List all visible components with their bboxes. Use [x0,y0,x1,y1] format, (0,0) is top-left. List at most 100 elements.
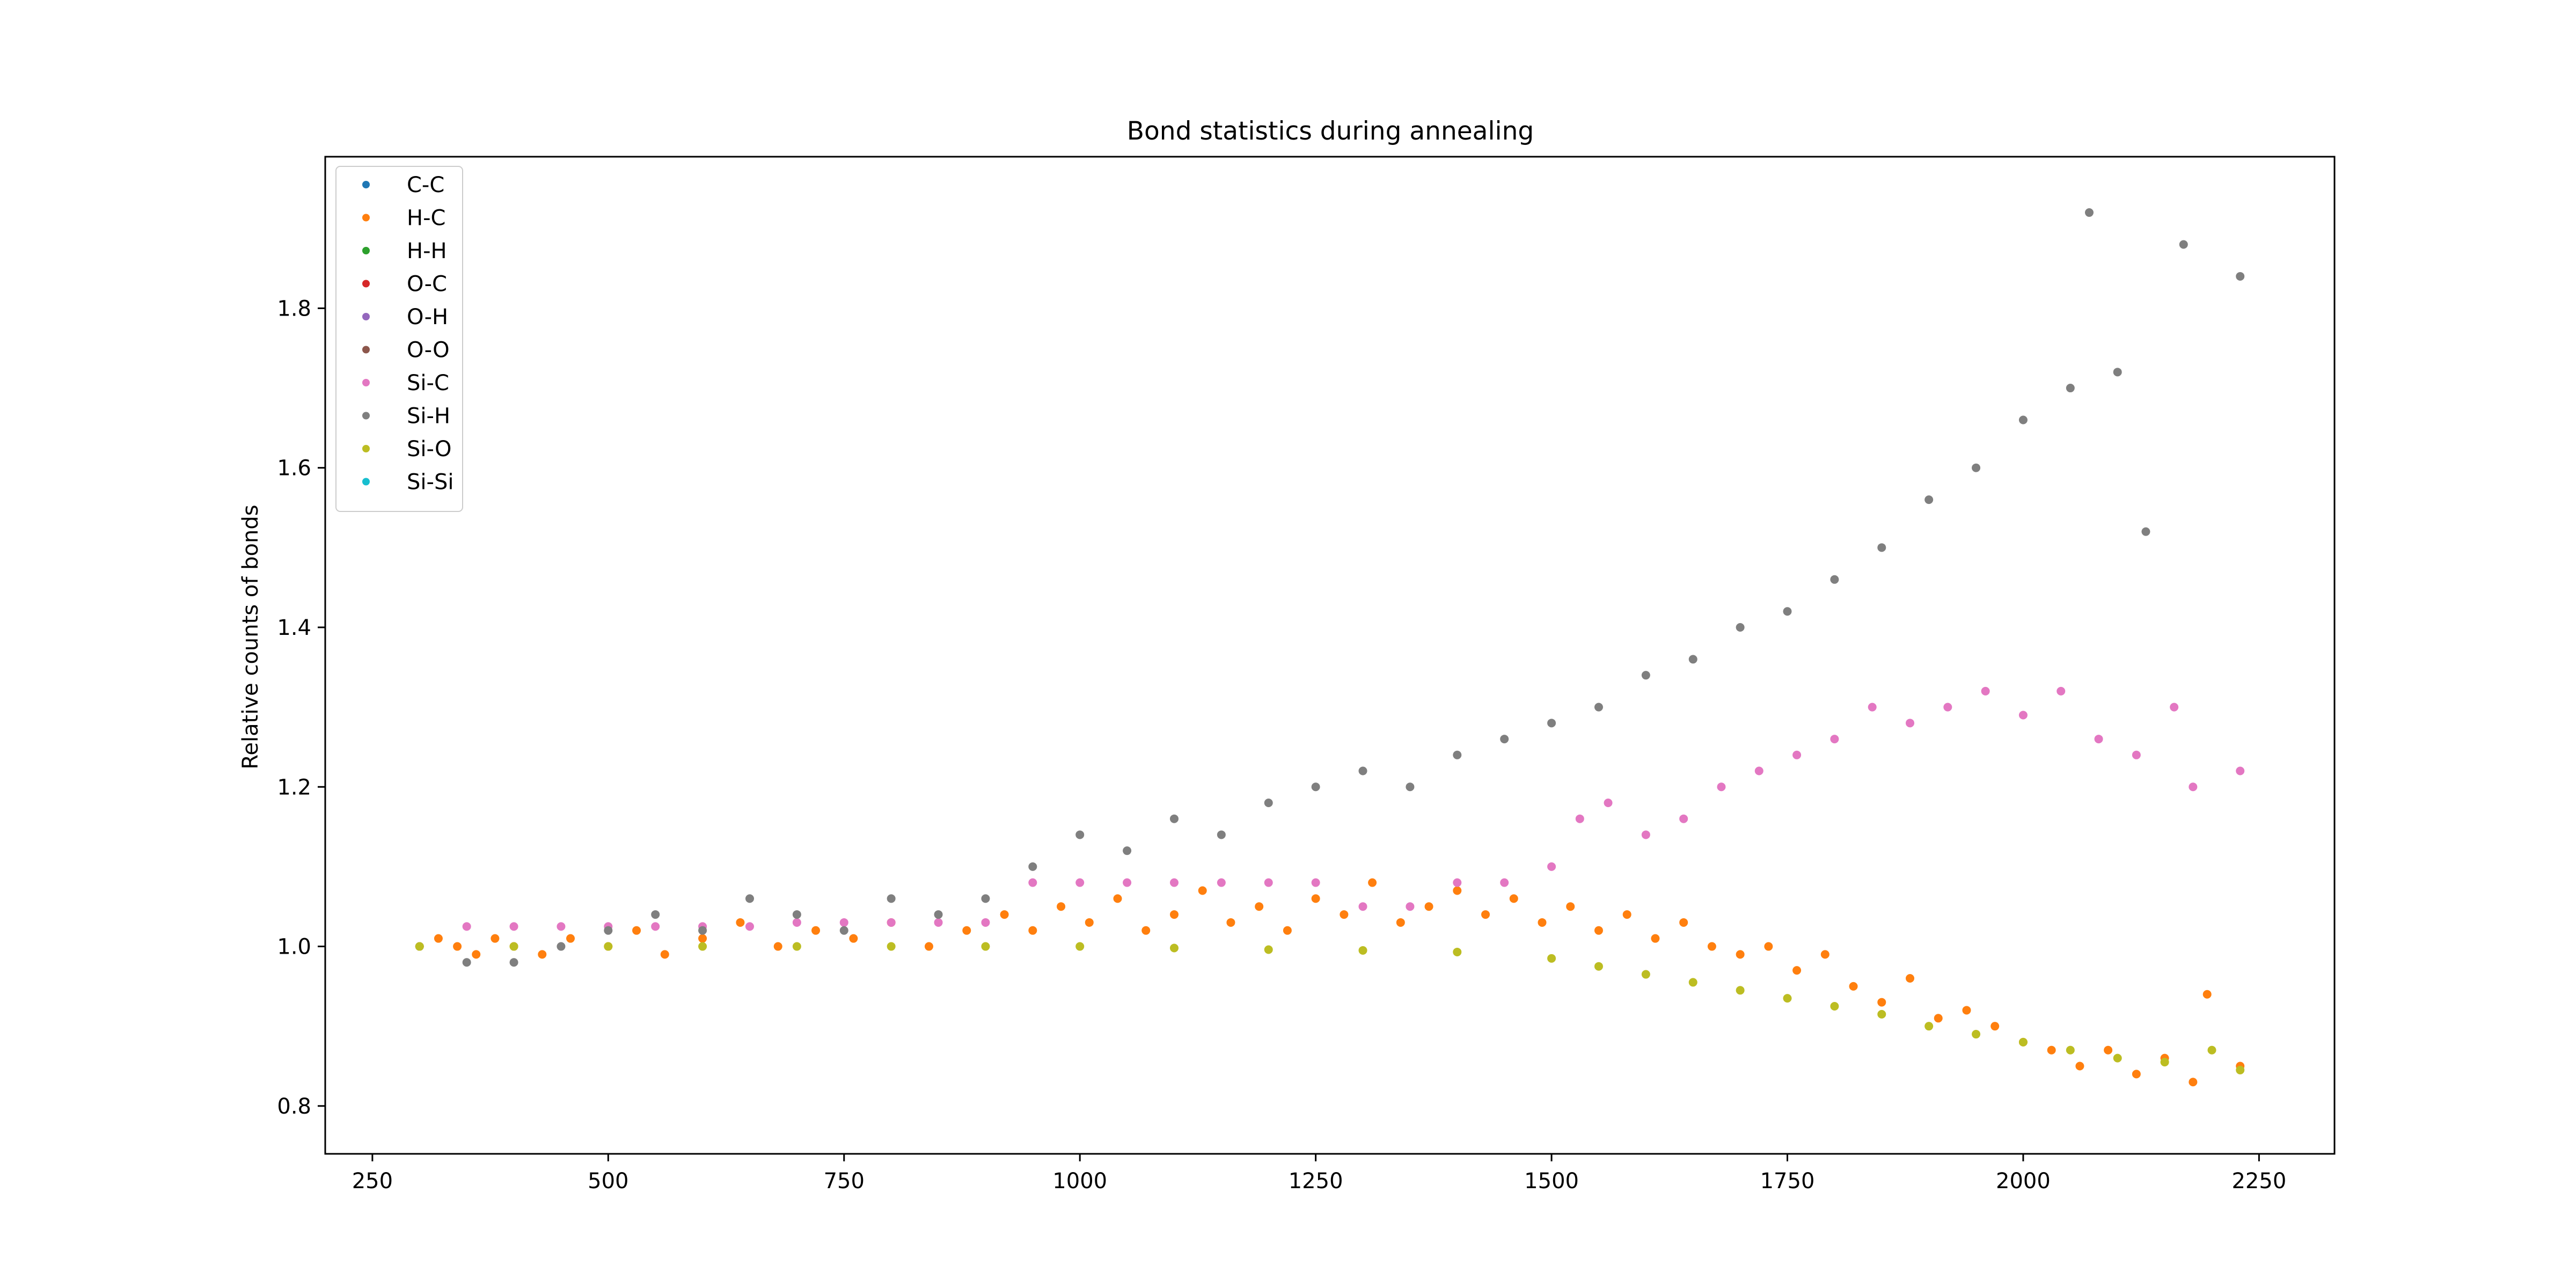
data-point [981,942,990,951]
data-point [1641,671,1650,680]
data-point [557,922,566,931]
data-point [792,942,801,951]
data-point [2189,782,2198,792]
data-point [1358,766,1367,775]
chart-title: Bond statistics during annealing [1127,116,1534,146]
data-point [2066,1045,2075,1055]
data-point [1566,902,1575,911]
data-point [1604,798,1613,807]
data-point [472,950,481,959]
legend-marker [362,247,370,254]
data-point [1453,947,1462,956]
legend-marker [362,214,370,222]
y-tick-label: 1.6 [277,456,311,481]
legend-item: Si-O [362,437,452,462]
data-point [1924,1022,1934,1031]
data-point [1792,750,1802,759]
data-point [415,942,424,951]
data-point [1481,910,1490,919]
data-point [1622,910,1631,919]
data-point [1075,830,1085,839]
data-point [604,926,613,935]
data-point [1226,918,1235,927]
data-point [1594,962,1603,971]
data-point [924,942,933,951]
legend-label: O-C [407,272,447,297]
legend-item: Si-C [362,371,449,396]
data-point [1453,886,1462,895]
data-point [1113,894,1122,903]
legend-marker [362,313,370,320]
data-point [962,926,971,935]
data-point [1651,934,1660,943]
data-point [736,918,745,927]
data-point [1877,543,1886,552]
data-point [1981,686,1990,696]
data-point [2018,1037,2028,1046]
legend-label: Si-C [407,371,449,396]
data-point [1972,1030,1981,1039]
x-tick-label: 1750 [1760,1169,1815,1194]
data-point [462,922,471,931]
legend-marker [362,478,370,486]
data-point [1906,719,1915,728]
data-point [849,934,858,943]
data-point [2170,702,2179,712]
data-point [1849,982,1858,991]
data-point [1358,946,1367,955]
data-point [566,934,575,943]
data-point [811,926,821,935]
data-point [2202,990,2212,999]
x-tick-label: 500 [588,1169,628,1194]
data-point [2094,735,2103,744]
data-point [1538,918,1547,927]
data-point [1924,495,1934,504]
data-point [887,918,896,927]
data-point [1453,750,1462,759]
data-point [698,942,707,951]
x-tick-label: 1500 [1524,1169,1579,1194]
data-point [1028,878,1037,887]
data-point [1028,862,1037,871]
data-point [2236,766,2245,775]
data-point [1500,878,1509,887]
data-point [509,958,518,967]
data-point [839,918,848,927]
data-point [1934,1014,1943,1023]
legend-label: C-C [407,173,444,197]
data-point [1141,926,1151,935]
data-point [2189,1078,2198,1087]
data-point [1311,878,1320,887]
legend-marker [362,280,370,288]
data-point [1575,814,1584,823]
data-point [745,922,754,931]
data-point [1057,902,1066,911]
data-point [1198,886,1207,895]
data-point [2113,1053,2122,1063]
data-point [981,918,990,927]
data-point [1792,966,1802,975]
data-point [1594,926,1603,935]
data-point [1406,782,1415,792]
legend-item: Si-Si [362,470,453,495]
data-point [1169,943,1179,953]
legend-marker [362,445,370,452]
data-point [1717,782,1726,792]
data-point [1123,846,1132,855]
data-point [1594,702,1603,712]
data-point [1830,575,1839,584]
data-point [1169,814,1179,823]
y-tick-label: 1.4 [277,616,311,640]
data-point [1217,878,1226,887]
data-point [839,926,848,935]
data-point [462,958,471,967]
legend-label: Si-H [407,404,450,429]
data-point [434,934,443,943]
legend-label: O-O [407,338,450,363]
data-point [1453,878,1462,887]
x-tick-label: 2250 [2231,1169,2286,1194]
data-point [1075,878,1085,887]
data-point [1264,798,1273,807]
data-point [1679,918,1688,927]
data-point [2057,686,2066,696]
